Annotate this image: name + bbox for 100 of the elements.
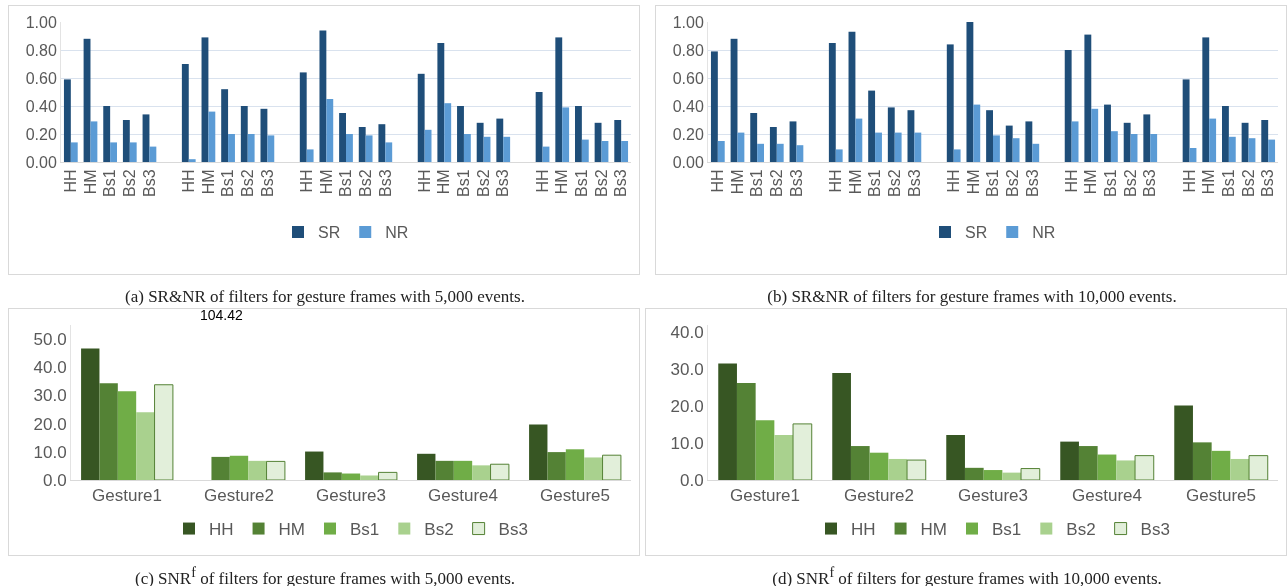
- x-tick-label: Bs3: [376, 169, 394, 197]
- x-tick-label: HM: [846, 169, 864, 195]
- bar: [1020, 468, 1041, 480]
- x-tick-label: HM: [435, 169, 453, 195]
- x-tick-label: Bs2: [1003, 169, 1021, 197]
- x-tick-label: Bs3: [494, 169, 512, 197]
- bar: [832, 372, 851, 480]
- bar: [769, 127, 777, 162]
- bar: [1078, 446, 1098, 480]
- bar: [776, 143, 784, 162]
- x-tick-label: HH: [415, 169, 433, 193]
- x-tick-label: Bs2: [238, 169, 256, 197]
- bar: [1241, 122, 1249, 162]
- bar: [229, 455, 249, 480]
- legend-label: SR: [965, 224, 988, 242]
- bar: [614, 120, 622, 162]
- bar: [81, 348, 100, 480]
- bar: [529, 424, 548, 480]
- bar: [267, 135, 275, 162]
- bar: [755, 420, 775, 480]
- x-tick-label: HM: [1200, 169, 1218, 195]
- bar: [122, 120, 130, 162]
- legend-label: Bs3: [1140, 520, 1170, 540]
- legend-label: NR: [385, 224, 409, 242]
- bar: [964, 467, 984, 480]
- bar: [266, 460, 286, 480]
- x-tick-label: Gesture3: [316, 486, 386, 506]
- bar: [188, 159, 196, 162]
- y-tick-label: 10.0: [670, 434, 704, 454]
- y-tick-label: 0.0: [42, 470, 67, 490]
- bar: [463, 134, 471, 162]
- x-tick-label: Bs3: [258, 169, 276, 197]
- x-tick-label: Bs1: [337, 169, 355, 197]
- y-tick-label: 0.40: [25, 97, 57, 115]
- y-tick-label: 0.20: [25, 125, 57, 143]
- bar: [70, 142, 78, 162]
- bar: [378, 471, 398, 480]
- x-tick-label: HH: [826, 169, 844, 193]
- y-tick-label: 40.0: [670, 323, 704, 343]
- y-tick-label: 0.00: [672, 153, 704, 171]
- bar: [1110, 131, 1118, 162]
- bar: [437, 43, 445, 162]
- bar: [1005, 125, 1013, 162]
- bar: [326, 99, 334, 162]
- x-tick-label: Bs2: [885, 169, 903, 197]
- bar: [602, 454, 622, 480]
- y-tick-label: 0.60: [672, 69, 704, 87]
- bar: [1012, 138, 1020, 162]
- bar: [435, 460, 454, 480]
- bar: [574, 106, 582, 162]
- y-tick-label: 1.00: [25, 13, 57, 31]
- bar: [181, 64, 189, 162]
- bar: [1104, 104, 1111, 162]
- x-tick-label: Gesture1: [730, 486, 800, 506]
- x-tick-label: Gesture2: [204, 486, 274, 506]
- x-tick-label: HM: [317, 169, 335, 195]
- x-tick-label: Bs3: [1141, 169, 1159, 197]
- legend-label: HH: [209, 520, 234, 540]
- bar: [305, 451, 324, 480]
- x-tick-label: HM: [1082, 169, 1100, 195]
- x-tick-label: Bs1: [1102, 169, 1120, 197]
- bar: [444, 103, 452, 162]
- legend-label: Bs2: [1066, 520, 1096, 540]
- bar: [1064, 50, 1072, 162]
- y-tick-label: 20.0: [33, 414, 67, 434]
- bar: [710, 51, 718, 162]
- x-tick-label: Gesture2: [844, 486, 914, 506]
- bar: [535, 92, 543, 162]
- x-tick-label: Bs2: [592, 169, 610, 197]
- bar: [774, 434, 794, 480]
- x-tick-label: HH: [709, 169, 727, 193]
- bar: [953, 149, 961, 162]
- bar: [1211, 450, 1231, 480]
- bar: [323, 472, 342, 480]
- x-tick-label: HM: [81, 169, 99, 195]
- bar: [63, 79, 71, 162]
- bar: [973, 104, 981, 162]
- bar: [828, 43, 836, 162]
- y-tick-label: 10.0: [33, 442, 67, 462]
- bar: [887, 107, 895, 162]
- legend-label: SR: [318, 224, 341, 242]
- bar: [503, 136, 511, 162]
- bar: [346, 134, 353, 162]
- x-tick-label: HH: [297, 169, 315, 193]
- bar: [299, 72, 307, 162]
- bar: [750, 113, 758, 162]
- y-tick-label: 20.0: [670, 397, 704, 417]
- x-tick-label: Bs2: [1121, 169, 1139, 197]
- bar: [868, 90, 876, 162]
- bar: [99, 383, 118, 480]
- legend-label: NR: [1032, 224, 1056, 242]
- bar: [1134, 455, 1155, 480]
- bar: [339, 113, 346, 162]
- x-tick-label: Gesture4: [428, 486, 498, 506]
- legend-label: Bs1: [350, 520, 380, 540]
- y-tick-label: 0.0: [679, 470, 704, 490]
- bar: [718, 363, 737, 480]
- bar: [717, 141, 725, 162]
- bar: [1084, 34, 1092, 162]
- bar: [453, 460, 473, 480]
